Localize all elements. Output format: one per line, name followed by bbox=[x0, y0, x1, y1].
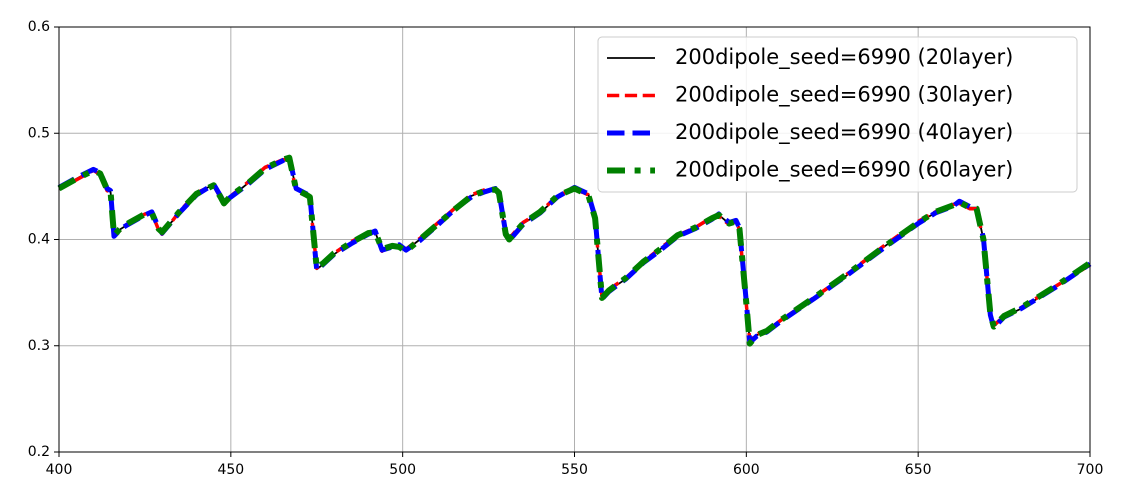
x-tick-label: 700 bbox=[1077, 462, 1104, 478]
y-tick-label: 0.3 bbox=[28, 338, 50, 354]
legend-label: 200dipole_seed=6990 (60layer) bbox=[675, 158, 1013, 183]
x-tick-label: 600 bbox=[733, 462, 760, 478]
series-line bbox=[57, 154, 1092, 347]
plot-frame bbox=[58, 26, 1091, 453]
legend-label: 200dipole_seed=6990 (20layer) bbox=[675, 45, 1013, 70]
x-tick-label: 550 bbox=[561, 462, 588, 478]
legend-box bbox=[597, 36, 1078, 193]
x-tick-label: 400 bbox=[46, 462, 73, 478]
y-tick-label: 0.4 bbox=[28, 232, 50, 248]
y-tick-label: 0.2 bbox=[28, 444, 50, 460]
legend-label: 200dipole_seed=6990 (40layer) bbox=[675, 120, 1013, 145]
x-tick-label: 650 bbox=[905, 462, 932, 478]
y-tick-label: 0.6 bbox=[28, 19, 50, 35]
legend: 200dipole_seed=6990 (20layer) 200dipole_s… bbox=[597, 36, 1078, 193]
x-tick-label: 450 bbox=[217, 462, 244, 478]
y-tick-label: 0.5 bbox=[28, 125, 50, 141]
legend-label: 200dipole_seed=6990 (30layer) bbox=[675, 83, 1013, 108]
x-tick-label: 500 bbox=[389, 462, 416, 478]
